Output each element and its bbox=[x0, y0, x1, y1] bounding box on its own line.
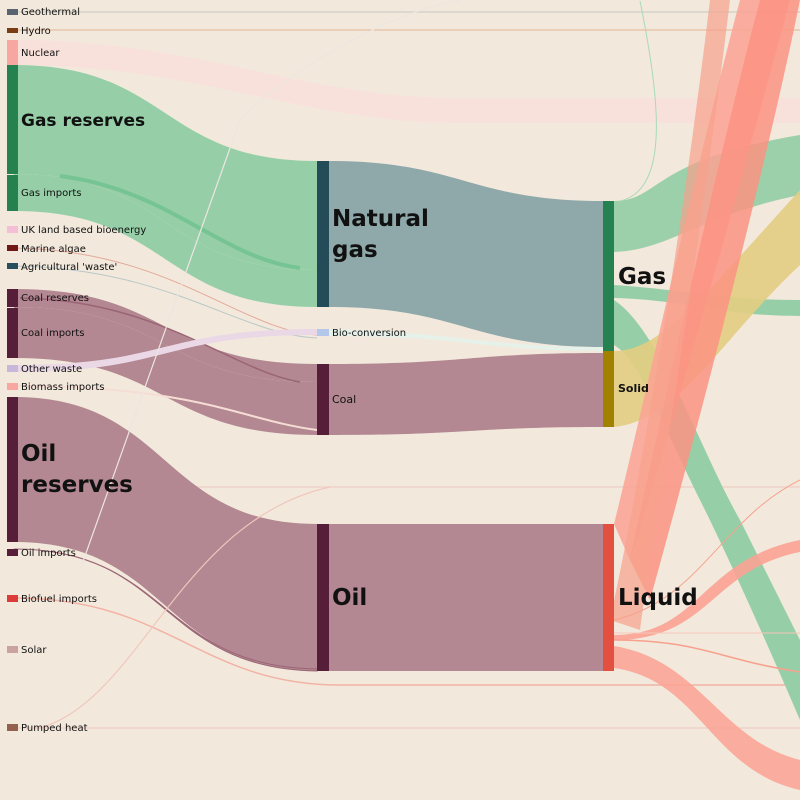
link-oil-reserves-oil[interactable] bbox=[14, 397, 317, 669]
node-gas[interactable] bbox=[603, 201, 614, 351]
node-oil[interactable] bbox=[317, 524, 329, 671]
link-liquid-out-3[interactable] bbox=[610, 0, 730, 630]
node-bio-conversion[interactable] bbox=[317, 329, 329, 336]
label-coal-reserves: Coal reserves bbox=[21, 293, 89, 304]
node-gas-reserves[interactable] bbox=[7, 65, 18, 174]
label-geothermal: Geothermal bbox=[21, 7, 80, 18]
link-gas-reserves-natural-gas[interactable] bbox=[14, 65, 317, 270]
node-solid[interactable] bbox=[603, 351, 614, 427]
label-biofuel-imports: Biofuel imports bbox=[21, 594, 97, 605]
label-oil-reserves-line1: Oil bbox=[21, 441, 56, 467]
link-coal-reserves-coal[interactable] bbox=[14, 289, 317, 382]
node-marine-algae[interactable] bbox=[7, 245, 18, 251]
label-coal: Coal bbox=[332, 393, 356, 406]
node-biomass-imports[interactable] bbox=[7, 383, 18, 390]
label-gas: Gas bbox=[618, 264, 666, 290]
label-natural-gas-line2: gas bbox=[332, 237, 378, 263]
label-gas-reserves: Gas reserves bbox=[21, 111, 145, 131]
node-natural-gas[interactable] bbox=[317, 161, 329, 307]
link-oil-liquid[interactable] bbox=[329, 524, 603, 671]
node-coal[interactable] bbox=[317, 364, 329, 435]
link-natural-gas-gas[interactable] bbox=[329, 161, 603, 347]
node-biofuel-imports[interactable] bbox=[7, 595, 18, 602]
label-oil-reserves-line2: reserves bbox=[21, 472, 133, 498]
node-liquid[interactable] bbox=[603, 524, 614, 671]
label-pumped-heat: Pumped heat bbox=[21, 723, 88, 734]
node-solar[interactable] bbox=[7, 646, 18, 653]
label-marine-algae: Marine algae bbox=[21, 244, 86, 255]
link-liquid-out-7 bbox=[613, 479, 800, 621]
node-hydro[interactable] bbox=[7, 28, 18, 33]
link-coal-imports-coal[interactable] bbox=[14, 307, 317, 435]
node-gas-imports[interactable] bbox=[7, 175, 18, 211]
link-solar[interactable] bbox=[39, 486, 331, 729]
node-coal-imports[interactable] bbox=[7, 308, 18, 358]
label-coal-imports: Coal imports bbox=[21, 328, 84, 339]
link-coal-solid[interactable] bbox=[329, 353, 603, 435]
link-crossing-faint bbox=[79, 0, 461, 571]
label-gas-imports: Gas imports bbox=[21, 188, 82, 199]
link-bio-conversion-gas[interactable] bbox=[329, 329, 603, 351]
link-gas-imports-accent bbox=[59, 174, 301, 270]
node-oil-reserves[interactable] bbox=[7, 397, 18, 542]
label-other-waste: Other waste bbox=[21, 364, 82, 375]
label-nuclear: Nuclear bbox=[21, 48, 60, 59]
node-oil-imports[interactable] bbox=[7, 549, 18, 556]
node-geothermal[interactable] bbox=[7, 9, 18, 15]
label-uk-land-bioenergy: UK land based bioenergy bbox=[21, 225, 146, 236]
node-other-waste[interactable] bbox=[7, 365, 18, 372]
link-coal-accent bbox=[19, 297, 301, 383]
link-nuclear[interactable] bbox=[14, 40, 800, 123]
node-uk-land-bioenergy[interactable] bbox=[7, 226, 18, 233]
label-natural-gas-line1: Natural bbox=[332, 206, 429, 232]
label-liquid: Liquid bbox=[618, 585, 698, 611]
label-solar: Solar bbox=[21, 645, 47, 656]
label-bio-conversion: Bio-conversion bbox=[332, 328, 406, 339]
label-oil: Oil bbox=[332, 585, 367, 611]
link-biofuel-imports[interactable] bbox=[13, 597, 800, 686]
link-liquid-out-4[interactable] bbox=[614, 540, 800, 640]
label-solid: Solid bbox=[618, 382, 649, 395]
label-hydro: Hydro bbox=[21, 26, 51, 37]
link-liquid-out-5[interactable] bbox=[613, 639, 800, 673]
link-marine-algae[interactable] bbox=[13, 247, 318, 336]
node-pumped-heat[interactable] bbox=[7, 724, 18, 731]
label-agricultural-waste: Agricultural 'waste' bbox=[21, 262, 117, 273]
node-agricultural-waste[interactable] bbox=[7, 263, 18, 269]
node-coal-reserves[interactable] bbox=[7, 289, 18, 307]
label-oil-imports: Oil imports bbox=[21, 548, 76, 559]
link-gas-thin bbox=[619, 0, 657, 202]
link-gas-imports-natural-gas[interactable] bbox=[14, 174, 317, 307]
link-liquid-out-2[interactable] bbox=[630, 0, 800, 600]
label-biomass-imports: Biomass imports bbox=[21, 382, 104, 393]
link-other-waste-bio-conversion[interactable] bbox=[14, 329, 317, 372]
link-liquid-out-6[interactable] bbox=[614, 646, 800, 790]
node-nuclear[interactable] bbox=[7, 40, 18, 65]
